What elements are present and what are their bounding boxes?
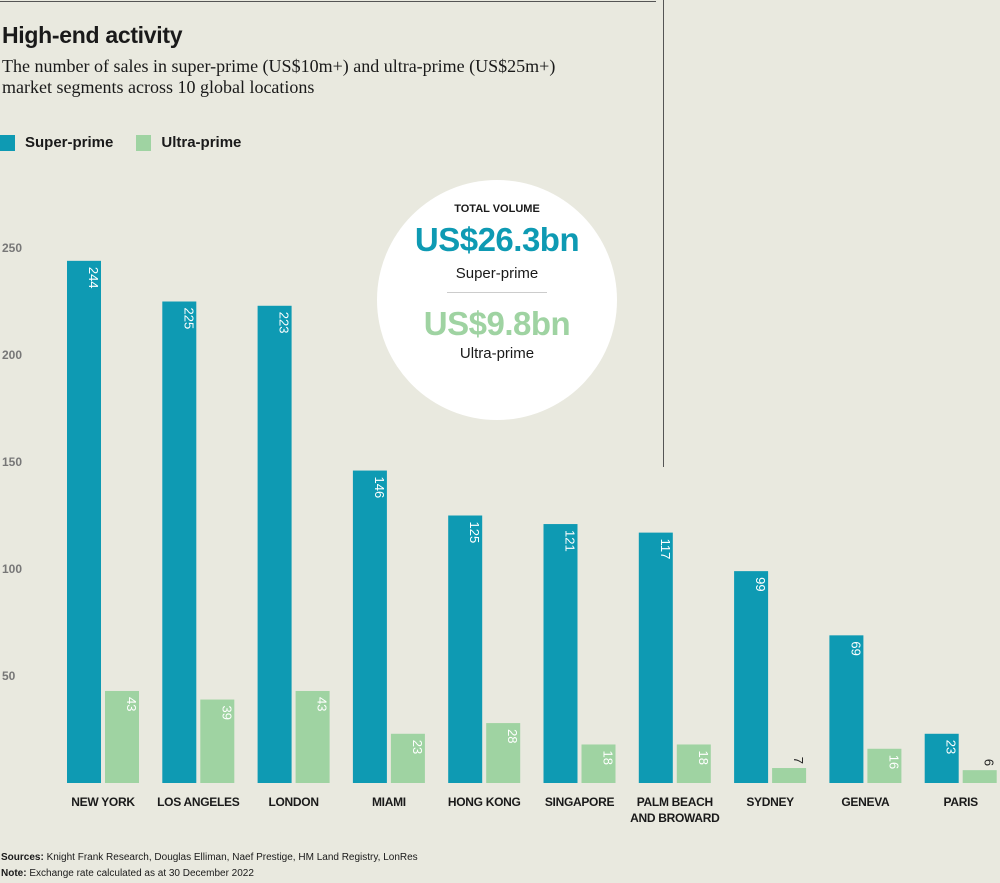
y-tick-label: 250	[2, 241, 22, 255]
bar-super-prime	[448, 515, 483, 783]
chart-title: High-end activity	[2, 22, 183, 48]
bar-super-prime	[162, 301, 197, 783]
bar-ultra-prime	[486, 723, 521, 783]
x-tick-label: LOS ANGELES	[157, 795, 240, 809]
bar-super-prime	[352, 470, 387, 783]
divider-line	[663, 0, 664, 467]
bar-ultra-prime	[200, 699, 235, 783]
x-tick-label: HONG KONG	[448, 795, 521, 809]
legend-swatch-ultra-prime	[136, 134, 152, 151]
data-label: 39	[219, 706, 234, 720]
data-label: 16	[886, 755, 901, 769]
callout-divider	[447, 292, 547, 293]
bar-ultra-prime	[962, 770, 997, 783]
super-prime-volume-label: Super-prime	[455, 265, 539, 282]
data-label: 28	[505, 729, 520, 743]
bar-super-prime	[257, 305, 292, 783]
bar-super-prime	[734, 571, 769, 783]
x-tick-label: MIAMI	[372, 795, 406, 809]
data-label: 225	[181, 308, 196, 330]
bar-super-prime	[638, 532, 673, 783]
data-label: 244	[86, 267, 101, 289]
bar-ultra-prime	[295, 690, 330, 783]
y-tick-label: 100	[2, 562, 22, 576]
x-tick-label: LONDON	[268, 795, 318, 809]
data-label: 223	[277, 312, 292, 334]
data-label: 99	[753, 577, 768, 591]
ultra-prime-volume-label: Ultra-prime	[459, 345, 535, 362]
bar-ultra-prime	[581, 744, 616, 783]
x-tick-label: NEW YORK	[71, 795, 135, 809]
y-tick-label: 50	[2, 669, 16, 683]
x-tick-label: SYDNEY	[746, 795, 794, 809]
data-label: 146	[372, 477, 387, 499]
x-tick-label: PALM BEACH	[637, 795, 713, 809]
legend-label-ultra-prime: Ultra-prime	[161, 134, 242, 151]
x-tick-label: GENEVA	[841, 795, 890, 809]
top-rule	[0, 1, 656, 2]
super-prime-volume: US$26.3bn	[414, 221, 580, 258]
bar-ultra-prime	[772, 768, 807, 783]
data-label: 23	[944, 740, 959, 754]
data-label: 43	[124, 697, 139, 711]
data-label: 18	[601, 750, 616, 764]
exchange-note: Note: Exchange rate calculated as at 30 …	[1, 868, 254, 879]
data-label: 6	[982, 759, 997, 766]
sources-note: Sources: Knight Frank Research, Douglas …	[1, 852, 418, 863]
bar-super-prime	[67, 260, 101, 784]
legend-label-super-prime: Super-prime	[25, 134, 114, 151]
note-label: Note:	[1, 868, 27, 879]
data-label: 117	[658, 539, 673, 560]
legend: Super-prime Ultra-prime	[0, 134, 264, 151]
data-label: 121	[563, 530, 578, 552]
y-tick-label: 200	[2, 348, 22, 362]
data-label: 18	[696, 750, 711, 764]
x-tick-label: SINGAPORE	[545, 795, 615, 809]
data-label: 69	[848, 641, 863, 655]
total-volume-callout: TOTAL VOLUME US$26.3bn Super-prime US$9.…	[377, 180, 617, 420]
x-tick-label: AND BROWARD	[630, 811, 720, 825]
bar-super-prime	[924, 733, 959, 783]
data-label: 23	[410, 740, 425, 754]
bar-ultra-prime	[105, 690, 139, 783]
bar-ultra-prime	[390, 733, 425, 783]
sources-label: Sources:	[1, 852, 44, 863]
bar-super-prime	[829, 635, 864, 783]
note-text: Exchange rate calculated as at 30 Decemb…	[29, 868, 254, 879]
bar-ultra-prime	[867, 748, 902, 783]
callout-heading: TOTAL VOLUME	[454, 203, 540, 215]
sources-text: Knight Frank Research, Douglas Elliman, …	[46, 852, 418, 863]
y-tick-label: 150	[2, 455, 22, 469]
bar-super-prime	[543, 524, 578, 783]
ultra-prime-volume: US$9.8bn	[423, 305, 571, 342]
chart-subtitle: The number of sales in super-prime (US$1…	[2, 56, 556, 97]
x-tick-label: PARIS	[944, 795, 979, 809]
data-label: 7	[791, 757, 806, 764]
legend-swatch-super-prime	[0, 134, 15, 151]
data-label: 125	[467, 522, 482, 544]
data-label: 43	[315, 697, 330, 711]
bar-ultra-prime	[676, 744, 711, 783]
